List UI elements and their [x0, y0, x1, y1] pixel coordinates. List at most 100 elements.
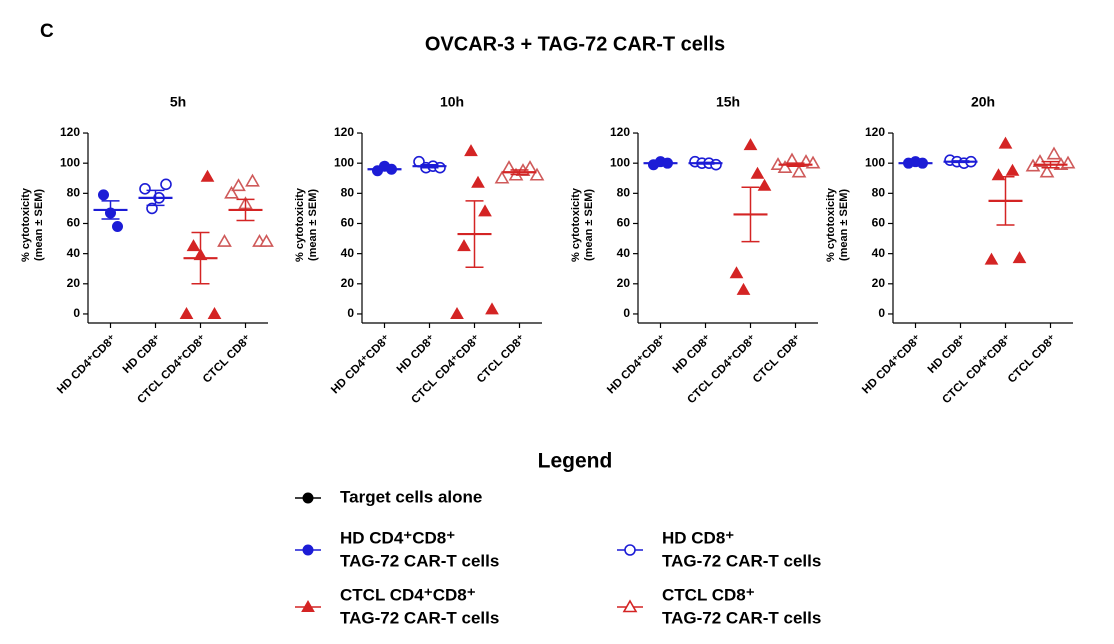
chart-title: 15h	[716, 94, 740, 110]
x-tick-label: HD CD4⁺CD8⁺	[860, 333, 924, 397]
y-tick-label: 20	[67, 276, 81, 290]
y-tick-label: 60	[872, 216, 886, 230]
y-axis-label: (mean ± SEM)	[838, 189, 850, 261]
y-axis-label: % cytotoxicity	[570, 187, 582, 262]
figure-title: OVCAR-3 + TAG-72 CAR-T cells	[425, 33, 725, 55]
y-axis-label: (mean ± SEM)	[307, 189, 319, 261]
point	[98, 189, 109, 201]
point	[729, 266, 744, 279]
legend-label: HD CD4⁺CD8⁺	[340, 528, 455, 547]
error-bar	[696, 161, 715, 165]
y-tick-label: 60	[617, 216, 631, 230]
x-tick-label: CTCL CD8⁺	[475, 333, 528, 386]
x-tick-label: CTCL CD8⁺	[751, 333, 804, 386]
y-tick-label: 20	[341, 276, 355, 290]
y-tick-label: 0	[878, 306, 885, 320]
error-bar	[146, 189, 165, 207]
legend-marker	[302, 492, 314, 504]
panel-label: C	[40, 21, 54, 42]
error-bar	[420, 163, 439, 169]
point	[139, 183, 151, 195]
point	[464, 144, 478, 157]
point	[207, 306, 222, 319]
y-tick-label: 20	[872, 276, 886, 290]
x-tick-label: CTCL CD8⁺	[1006, 333, 1059, 386]
legend-label: TAG-72 CAR-T cells	[340, 551, 499, 570]
point	[743, 138, 758, 151]
y-tick-label: 100	[60, 155, 80, 169]
legend-label: CTCL CD4⁺CD8⁺	[340, 585, 476, 604]
y-tick-label: 100	[334, 155, 354, 169]
x-tick-label: HD CD4⁺CD8⁺	[329, 333, 393, 397]
point	[200, 169, 215, 182]
y-tick-label: 100	[865, 155, 885, 169]
point	[1046, 146, 1062, 160]
y-tick-label: 80	[67, 186, 81, 200]
legend-label: Target cells alone	[340, 487, 482, 506]
point	[494, 170, 510, 184]
point	[1012, 251, 1027, 264]
y-tick-label: 120	[60, 125, 80, 139]
error-bar	[465, 200, 484, 268]
error-bar	[906, 161, 925, 165]
y-axis-label: (mean ± SEM)	[583, 189, 595, 261]
y-tick-label: 80	[341, 186, 355, 200]
error-bar	[510, 169, 529, 176]
x-tick-label: HD CD8⁺	[926, 333, 969, 376]
legend-label: TAG-72 CAR-T cells	[340, 608, 499, 627]
y-axis-label: % cytotoxicity	[294, 187, 306, 262]
y-tick-label: 40	[341, 246, 355, 260]
point	[1005, 163, 1020, 176]
x-tick-label: CTCL CD8⁺	[201, 333, 254, 386]
y-tick-label: 0	[347, 306, 354, 320]
legend-label: CTCL CD8⁺	[662, 585, 755, 604]
point	[1039, 164, 1055, 178]
y-tick-label: 120	[865, 125, 885, 139]
point	[485, 302, 499, 315]
chart-title: 10h	[440, 94, 464, 110]
error-bar	[951, 160, 970, 164]
legend-marker	[302, 544, 314, 556]
point	[750, 166, 765, 179]
legend-label: HD CD8⁺	[662, 528, 734, 547]
point	[757, 178, 772, 191]
y-tick-label: 0	[623, 306, 630, 320]
y-tick-label: 0	[73, 306, 80, 320]
y-tick-label: 40	[67, 246, 81, 260]
y-tick-label: 120	[610, 125, 630, 139]
legend-marker	[624, 544, 636, 556]
point	[186, 239, 201, 252]
point	[984, 252, 999, 265]
y-tick-label: 20	[617, 276, 631, 290]
point	[160, 178, 172, 191]
error-bar	[786, 162, 805, 167]
point	[245, 173, 260, 187]
point	[710, 158, 722, 171]
x-tick-label: HD CD8⁺	[671, 333, 714, 376]
point	[478, 204, 492, 217]
point	[471, 175, 485, 188]
legend-label: TAG-72 CAR-T cells	[662, 551, 821, 570]
error-bar	[996, 176, 1015, 226]
point	[179, 306, 194, 319]
legend-marker	[301, 599, 315, 612]
error-bar	[1041, 160, 1060, 169]
y-tick-label: 40	[872, 246, 886, 260]
legend-marker	[622, 599, 638, 613]
error-bar	[236, 198, 255, 222]
point	[736, 282, 751, 295]
y-tick-label: 80	[872, 186, 886, 200]
point	[998, 136, 1013, 149]
error-bar	[101, 200, 120, 220]
y-tick-label: 120	[334, 125, 354, 139]
point	[217, 233, 232, 247]
error-bar	[741, 186, 760, 243]
y-tick-label: 60	[341, 216, 355, 230]
y-axis-label: (mean ± SEM)	[33, 189, 45, 261]
point	[224, 185, 239, 199]
point	[231, 178, 246, 192]
y-tick-label: 60	[67, 216, 81, 230]
error-bar	[651, 161, 670, 165]
y-axis-label: % cytotoxicity	[20, 187, 32, 262]
